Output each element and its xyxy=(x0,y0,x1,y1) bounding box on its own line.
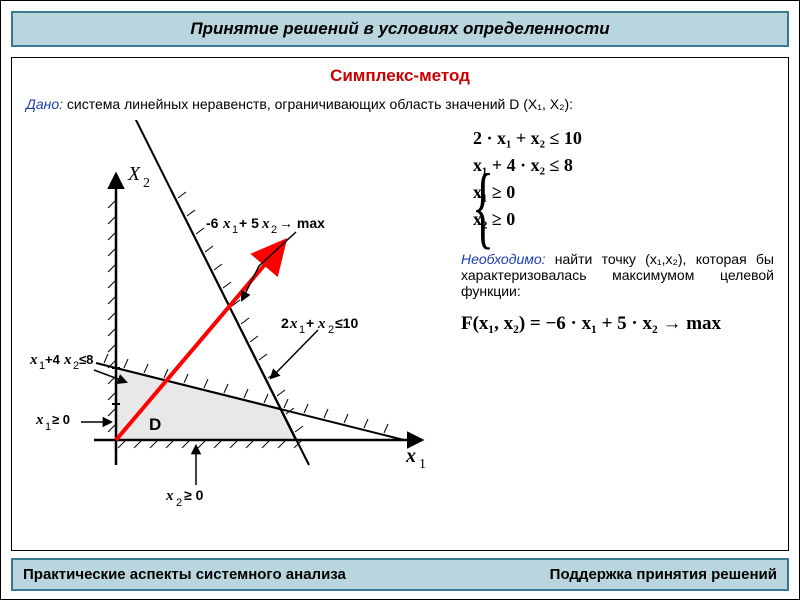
constraint-system: { 2 · x₁ + x₂ ≤ 10 x₁ + 4 · x₂ ≤ 8 x₁ ≥ … xyxy=(473,125,774,233)
constraint-4: x₂ ≥ 0 xyxy=(473,206,774,233)
svg-text:→ max: → max xyxy=(279,215,325,231)
svg-text:+ 5: + 5 xyxy=(239,215,259,231)
svg-text:2: 2 xyxy=(328,324,334,336)
simplex-diagram: X 2 x 1 -6 x 1 + 5 x 2 → max 2 x 1 + x 2… xyxy=(26,120,446,520)
given-line: Дано: система линейных неравенств, огран… xyxy=(26,96,774,112)
given-prefix: Дано: xyxy=(26,96,63,112)
svg-text:≤10: ≤10 xyxy=(335,315,358,331)
axis-label-x1: x xyxy=(405,445,416,467)
svg-text:≥ 0: ≥ 0 xyxy=(52,412,70,427)
svg-text:1: 1 xyxy=(299,324,305,336)
x1geq0-label: x xyxy=(35,412,44,428)
svg-text:≥ 0: ≥ 0 xyxy=(184,487,204,503)
x2geq0-label: x xyxy=(165,488,174,504)
l2-label: x xyxy=(29,352,38,368)
obj-label: -6 xyxy=(206,215,219,231)
subtitle: Симплекс-метод xyxy=(26,66,774,86)
svg-text:1: 1 xyxy=(232,224,238,236)
svg-text:x: x xyxy=(289,316,298,332)
constraint-3: x₁ ≥ 0 xyxy=(473,179,774,206)
footer-right: Поддержка принятия решений xyxy=(550,566,777,583)
svg-text:x: x xyxy=(63,352,72,368)
svg-text:2: 2 xyxy=(143,176,150,191)
l1-label: 2 xyxy=(281,315,289,331)
svg-text:x: x xyxy=(261,216,270,232)
right-column: { 2 · x₁ + x₂ ≤ 10 x₁ + 4 · x₂ ≤ 8 x₁ ≥ … xyxy=(461,125,774,335)
axis-label-x2: X xyxy=(127,163,141,185)
header-banner: Принятие решений в условиях определеннос… xyxy=(11,11,789,47)
constraint-1: 2 · x₁ + x₂ ≤ 10 xyxy=(473,125,774,152)
content-area: X 2 x 1 -6 x 1 + 5 x 2 → max 2 x 1 + x 2… xyxy=(26,120,774,536)
svg-text:1: 1 xyxy=(45,421,51,433)
constraint-2: x₁ + 4 · x₂ ≤ 8 xyxy=(473,152,774,179)
svg-text:x: x xyxy=(317,316,326,332)
header-title: Принятие решений в условиях определеннос… xyxy=(190,19,609,38)
footer-left: Практические аспекты системного анализа xyxy=(23,566,346,583)
need-block: Необходимо: найти точку (x₁,x₂), которая… xyxy=(461,251,774,299)
svg-text:+4: +4 xyxy=(45,352,61,367)
brace-icon: { xyxy=(472,181,494,232)
svg-text:≤8: ≤8 xyxy=(79,352,93,367)
given-text: система линейных неравенств, ограничиваю… xyxy=(63,96,573,112)
main-frame: Симплекс-метод Дано: система линейных не… xyxy=(11,57,789,551)
region-label-d: D xyxy=(149,415,161,434)
svg-text:2: 2 xyxy=(271,224,277,236)
svg-text:+: + xyxy=(306,315,314,331)
svg-text:1: 1 xyxy=(419,457,426,472)
svg-text:2: 2 xyxy=(176,497,182,509)
feasible-region xyxy=(116,368,296,440)
footer-banner: Практические аспекты системного анализа … xyxy=(11,558,789,591)
svg-text:x: x xyxy=(222,216,231,232)
objective-function: F(x₁, x₂) = −6 · x₁ + 5 · x₂ → max xyxy=(461,313,774,335)
